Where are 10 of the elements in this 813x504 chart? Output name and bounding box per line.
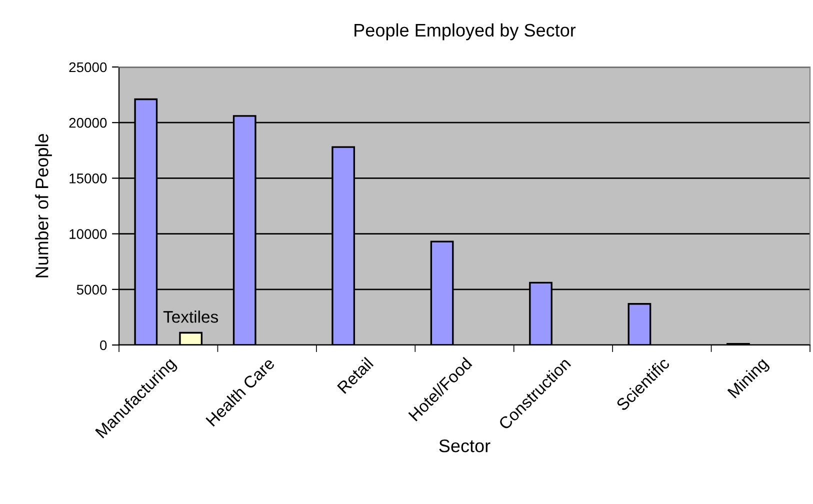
y-tick-label: 15000 <box>70 174 107 184</box>
y-axis-title: Number of People <box>35 134 52 278</box>
y-tick-label: 0 <box>100 340 107 350</box>
x-axis-title: Sector <box>439 439 490 452</box>
y-tick-label: 10000 <box>70 229 107 239</box>
y-tick-label: 5000 <box>76 284 107 295</box>
y-tick-label: 20000 <box>69 118 107 128</box>
series-label: Textiles <box>163 310 218 323</box>
chart-title: People Employed by Sector <box>354 23 576 40</box>
y-tick-label: 25000 <box>69 62 107 72</box>
